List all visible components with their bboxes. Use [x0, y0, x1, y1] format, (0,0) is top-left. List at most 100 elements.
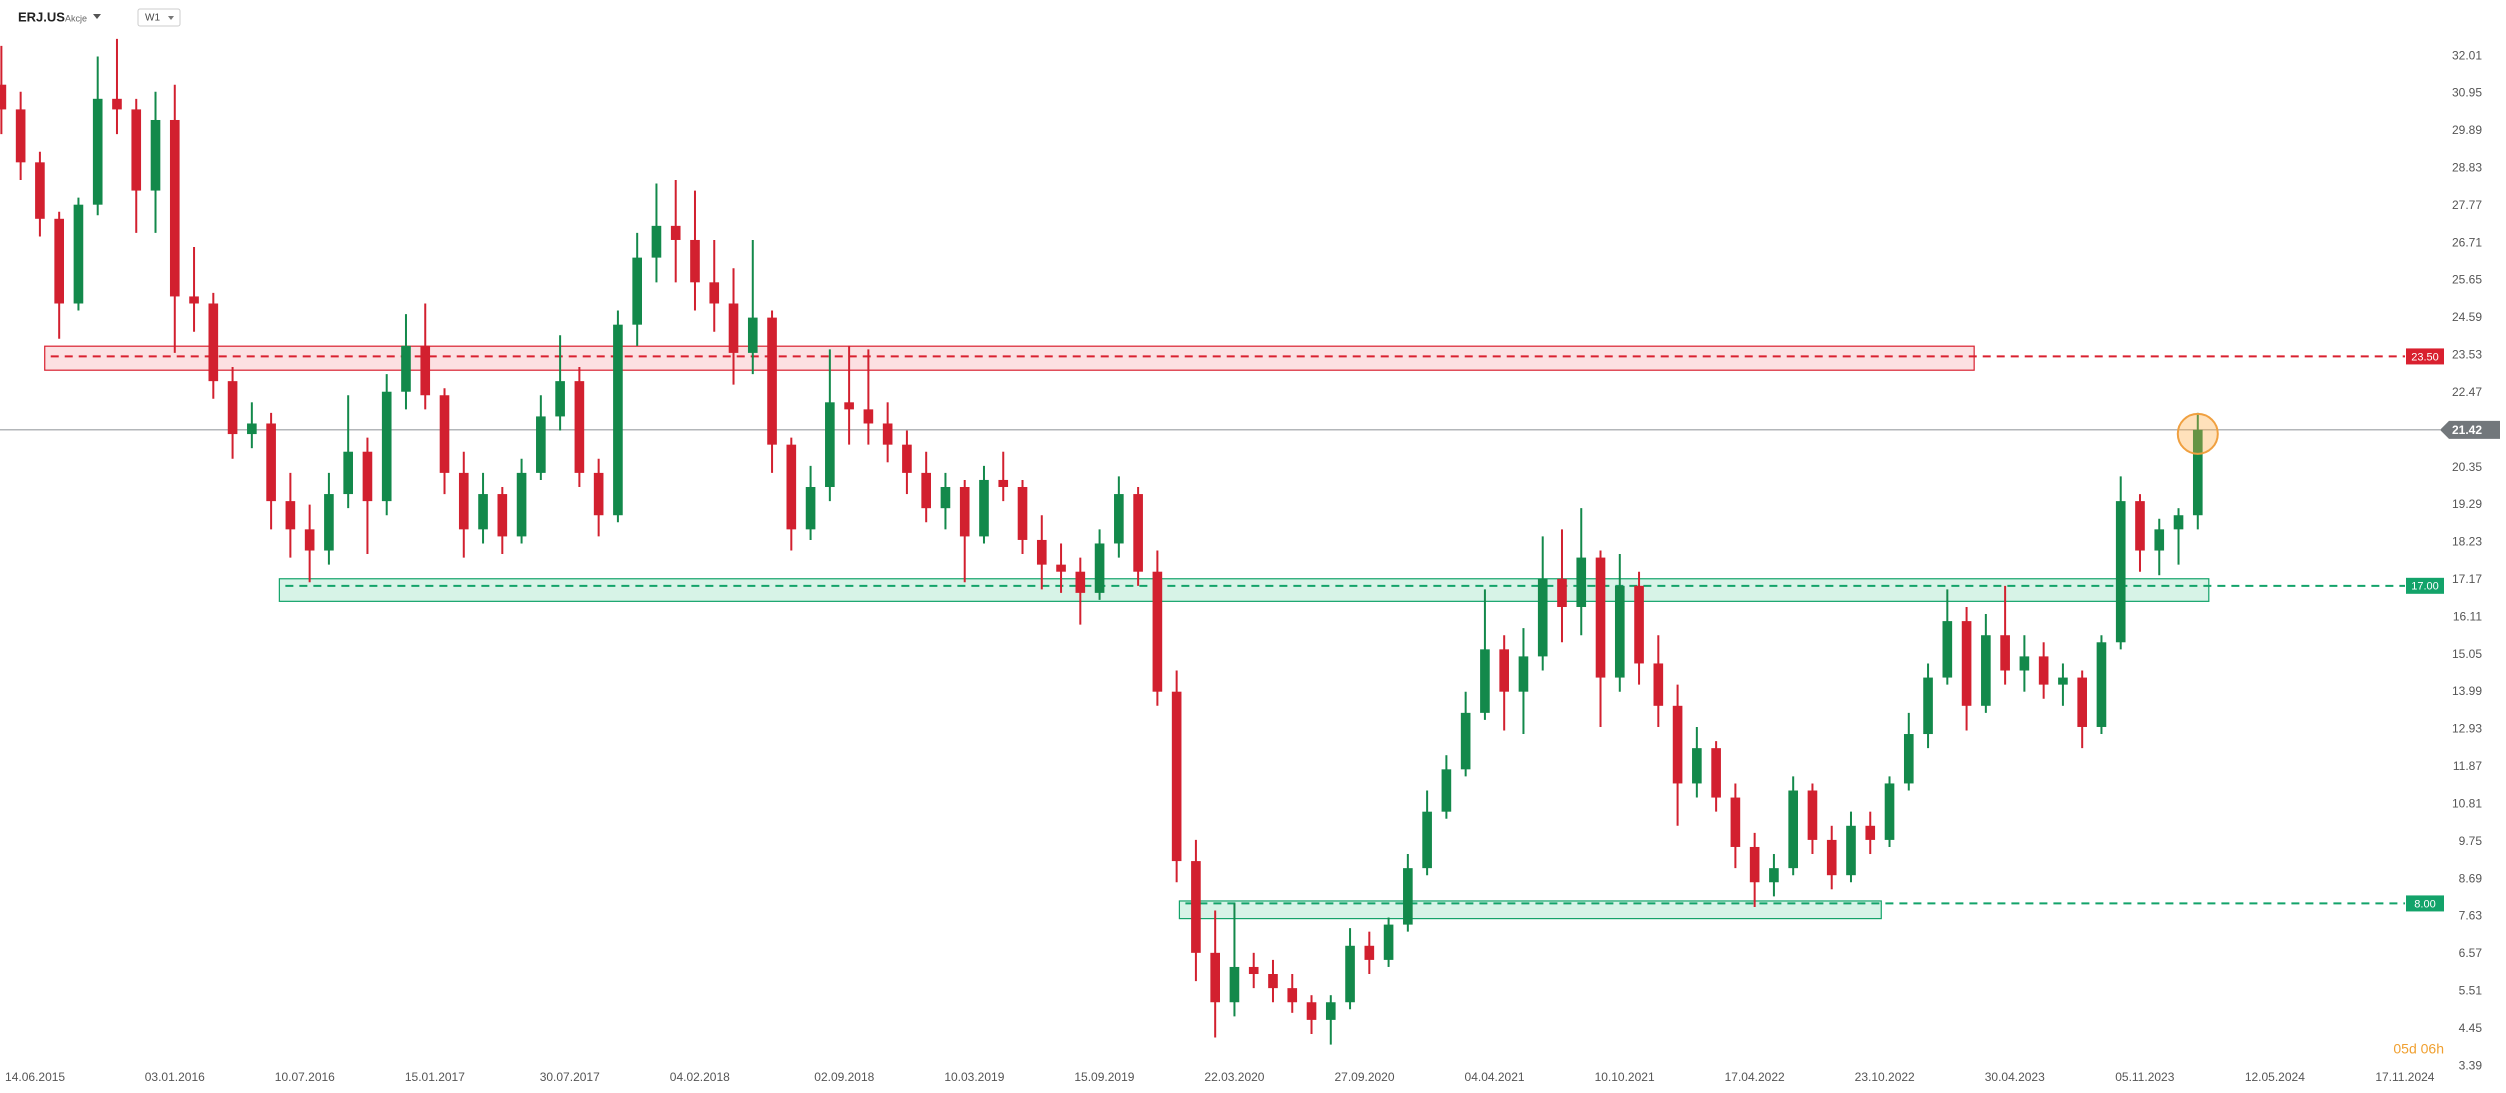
candle-body [1210, 952, 1220, 1003]
candle-body [2077, 677, 2088, 727]
candle-body [2173, 515, 2184, 530]
candle-body [1191, 861, 1201, 953]
candle-body [1114, 494, 1124, 544]
candle-body [2154, 529, 2165, 551]
candle-body [709, 282, 720, 304]
x-tick-label: 15.09.2019 [1074, 1070, 1134, 1084]
level-label: 23.50 [2411, 351, 2439, 363]
candle-body [73, 204, 84, 304]
x-tick-label: 14.06.2015 [5, 1070, 65, 1084]
candle-body [1268, 974, 1278, 989]
candle-body [1672, 705, 1683, 784]
price-tag [2440, 420, 2500, 439]
candle-body [169, 119, 180, 297]
candle-body [208, 303, 219, 382]
y-tick-label: 28.83 [2452, 161, 2482, 175]
candle-body [1788, 790, 1799, 869]
candle-body [1345, 945, 1355, 1003]
candle-body [651, 225, 662, 258]
candle-body [497, 494, 508, 537]
y-tick-label: 18.23 [2452, 535, 2482, 549]
candle-body [767, 317, 777, 445]
candle-body [1287, 988, 1298, 1003]
candle-body [112, 98, 122, 110]
y-tick-label: 25.65 [2452, 273, 2482, 287]
candle-body [1981, 635, 1991, 706]
candle-body [1075, 571, 1086, 593]
level-zone [1178, 900, 1882, 920]
candle-body [1711, 748, 1721, 798]
candle-body [1557, 578, 1567, 607]
candle-body [15, 109, 26, 163]
candle-body [2192, 429, 2203, 516]
y-tick-label: 13.99 [2452, 684, 2482, 698]
candle-body [1383, 924, 1394, 960]
countdown: 05d 06h [2393, 1041, 2444, 1057]
candle-body [189, 296, 199, 304]
y-tick-label: 19.29 [2452, 497, 2482, 511]
candle-body [1133, 494, 1143, 572]
candle-body [1961, 621, 1972, 706]
y-tick-label: 16.11 [2453, 609, 2482, 623]
level-zone [44, 345, 1975, 371]
candle-body [690, 239, 700, 283]
toolbar: ERJ.US Akcje W1 [18, 8, 181, 27]
candle-body [1749, 846, 1760, 883]
candle-body [1364, 945, 1375, 960]
candle-body [959, 487, 970, 537]
candle-body [304, 529, 315, 551]
interval-box[interactable] [137, 8, 181, 27]
y-tick-label: 27.77 [2452, 198, 2482, 212]
y-tick-label: 12.93 [2452, 722, 2482, 736]
levels: 23.50 17.00 8.00 [44, 345, 2444, 920]
candle-body [2000, 635, 2010, 671]
candle-body [285, 501, 296, 530]
candle-body [1576, 557, 1587, 607]
candle-body [35, 162, 45, 219]
candle-body [1403, 868, 1413, 925]
market: Akcje [65, 13, 87, 23]
candle-body [324, 494, 334, 551]
x-tick-label: 12.05.2024 [2245, 1070, 2305, 1084]
y-tick-label: 7.63 [2459, 909, 2483, 923]
candle-body [2038, 656, 2049, 685]
candle-body [247, 423, 257, 435]
candle-body [825, 402, 835, 488]
x-tick-label: 23.10.2022 [1855, 1070, 1915, 1084]
candle-body [921, 472, 931, 509]
candle-body [1518, 656, 1529, 692]
y-tick-label: 17.17 [2452, 572, 2482, 586]
candle-body [1865, 825, 1876, 840]
y-tick-label: 5.51 [2459, 983, 2483, 997]
candle-body [458, 472, 469, 530]
x-tick-label: 04.02.2018 [670, 1070, 730, 1084]
candle-body [1248, 966, 1259, 975]
candles [0, 38, 2203, 1045]
y-tick-label: 20.35 [2452, 460, 2482, 474]
y-tick-label: 15.05 [2452, 647, 2482, 661]
candle-body [131, 109, 142, 191]
y-tick-label: 22.47 [2452, 385, 2482, 399]
candle-body [439, 395, 450, 473]
candle-body [786, 444, 797, 530]
symbol[interactable]: ERJ.US [18, 9, 65, 24]
candle-body [882, 423, 893, 445]
symbol-dropdown[interactable] [93, 14, 101, 19]
candle-body [1614, 585, 1625, 678]
level-tag [2406, 895, 2444, 912]
x-tick-label: 30.04.2023 [1985, 1070, 2045, 1084]
level-tag [2406, 577, 2444, 594]
level-label: 17.00 [2411, 581, 2439, 593]
candle-body [401, 345, 411, 392]
candle-body [478, 494, 488, 530]
candle-body [516, 472, 527, 537]
candle-body [1769, 868, 1779, 883]
x-tick-label: 10.10.2021 [1595, 1070, 1655, 1084]
candle-body [2058, 677, 2068, 685]
candle-body [227, 381, 238, 435]
candle-body [54, 218, 64, 304]
candle-body [0, 84, 7, 110]
candle-body [1634, 585, 1644, 664]
candle-body [420, 345, 431, 396]
interval-dropdown [168, 16, 174, 20]
